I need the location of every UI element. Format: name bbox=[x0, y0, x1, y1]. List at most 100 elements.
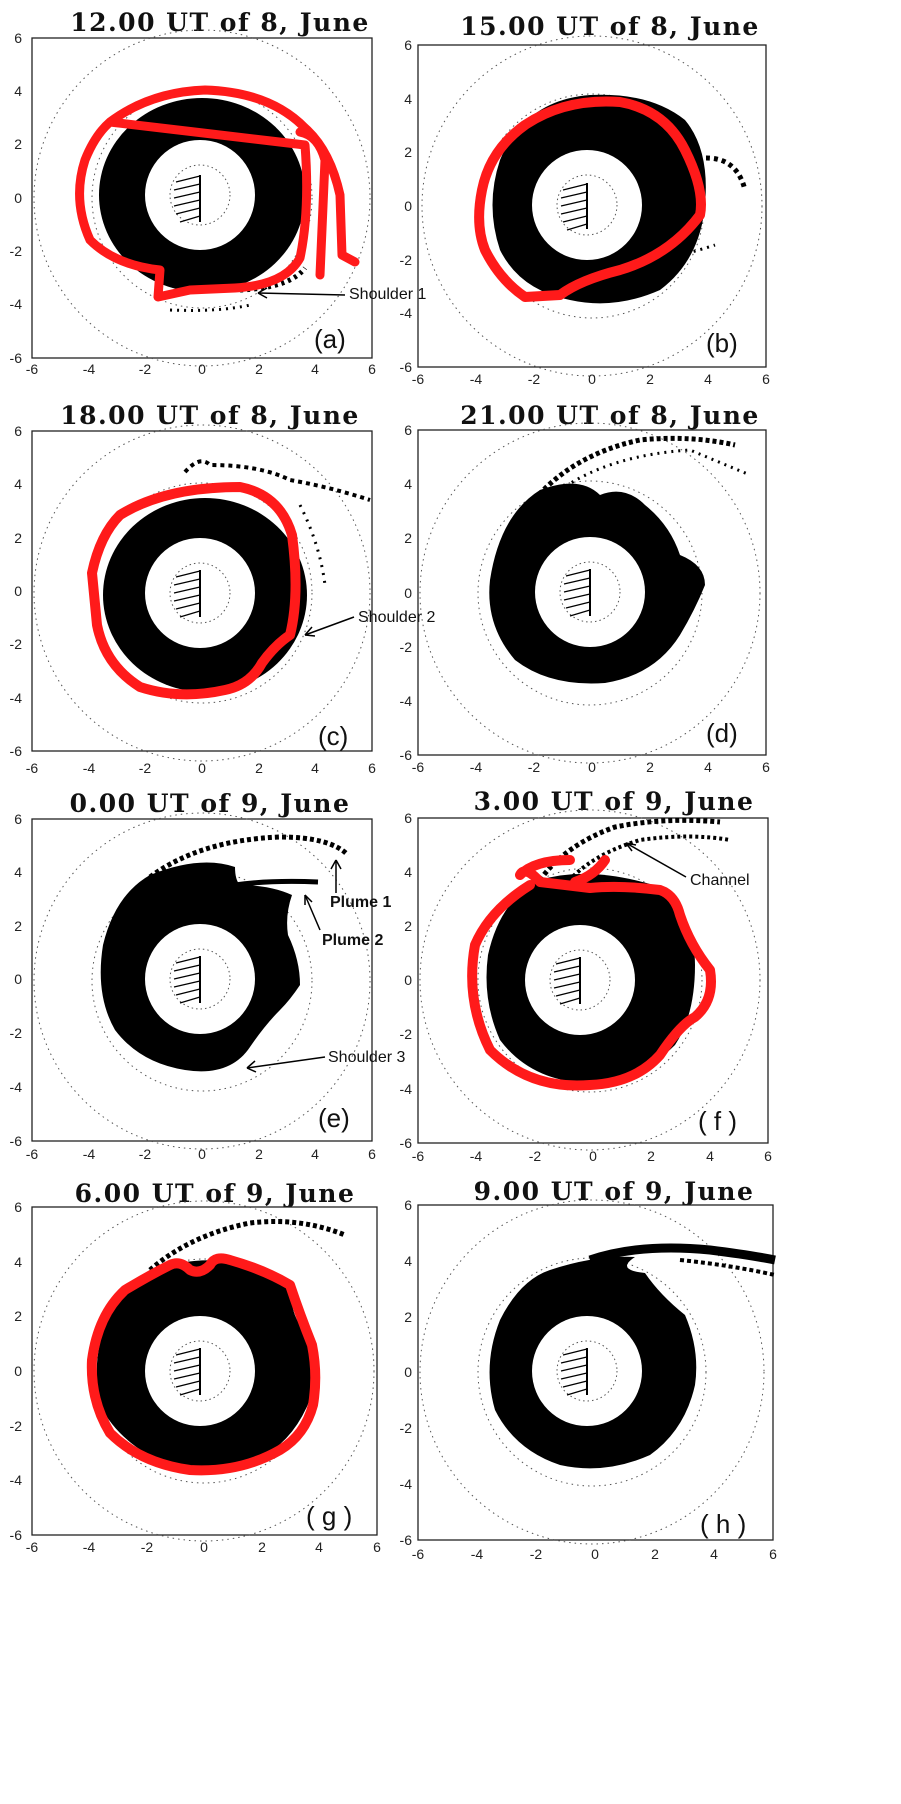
panel-b-plot: -6 -4 -2 0 2 4 6 -6 -4 -2 0 2 4 6 (b) bbox=[400, 35, 770, 387]
svg-text:-6: -6 bbox=[26, 1539, 39, 1555]
shoulder-1-annotation: Shoulder 1 bbox=[257, 286, 426, 303]
svg-text:2: 2 bbox=[647, 1148, 655, 1164]
x-tick-labels: -6 -4 -2 0 2 4 6 bbox=[412, 759, 770, 775]
svg-text:2: 2 bbox=[255, 361, 263, 377]
svg-text:0: 0 bbox=[198, 361, 206, 377]
inner-dotted-ring bbox=[477, 1257, 707, 1487]
svg-text:-6: -6 bbox=[400, 1135, 413, 1151]
svg-text:-6: -6 bbox=[10, 1527, 23, 1543]
earth-hatch-icon bbox=[560, 183, 588, 231]
svg-text:6: 6 bbox=[769, 1546, 777, 1562]
svg-text:-4: -4 bbox=[10, 296, 23, 312]
svg-text:2: 2 bbox=[14, 530, 22, 546]
svg-text:-6: -6 bbox=[10, 350, 23, 366]
svg-text:4: 4 bbox=[404, 91, 412, 107]
panel-e: 0.00 UT of 9, June -6 -4 -2 0 2 4 6 -6 -… bbox=[0, 785, 450, 1180]
svg-text:4: 4 bbox=[14, 1254, 22, 1270]
svg-text:6: 6 bbox=[368, 760, 376, 776]
svg-text:-6: -6 bbox=[10, 1133, 23, 1149]
earth-dotted bbox=[169, 948, 231, 1010]
plume-tail bbox=[183, 459, 371, 502]
y-tick-labels: -6 -4 -2 0 2 4 6 bbox=[400, 37, 413, 375]
svg-text:0: 0 bbox=[404, 198, 412, 214]
axes-frame bbox=[31, 818, 373, 1142]
svg-text:-2: -2 bbox=[141, 1539, 154, 1555]
y-tick-labels: -6 -4 -2 0 2 4 6 bbox=[400, 422, 413, 763]
axes-frame bbox=[417, 1204, 774, 1541]
svg-text:0: 0 bbox=[589, 1148, 597, 1164]
svg-text:2: 2 bbox=[404, 530, 412, 546]
earth-dotted bbox=[556, 1340, 618, 1402]
svg-text:0: 0 bbox=[404, 1364, 412, 1380]
svg-text:6: 6 bbox=[14, 1199, 22, 1215]
svg-text:-4: -4 bbox=[470, 759, 483, 775]
svg-text:-2: -2 bbox=[10, 636, 23, 652]
earth-dotted bbox=[559, 561, 621, 623]
svg-text:-2: -2 bbox=[400, 1026, 413, 1042]
svg-text:-6: -6 bbox=[412, 1148, 425, 1164]
svg-text:-4: -4 bbox=[83, 1539, 96, 1555]
y-tick-labels: -6 -4 -2 0 2 4 6 bbox=[400, 810, 413, 1151]
svg-text:-6: -6 bbox=[26, 1146, 39, 1162]
svg-text:6: 6 bbox=[14, 30, 22, 46]
svg-text:-2: -2 bbox=[528, 759, 541, 775]
panel-f-plot: -6 -4 -2 0 2 4 6 -6 -4 -2 0 2 4 6 ( f ) … bbox=[400, 809, 772, 1164]
y-tick-labels: -6 -4 -2 0 2 4 6 bbox=[10, 30, 23, 366]
svg-text:Channel: Channel bbox=[690, 872, 750, 889]
svg-text:6: 6 bbox=[404, 1197, 412, 1213]
earth-hatch-icon bbox=[173, 570, 201, 618]
svg-text:-4: -4 bbox=[400, 693, 413, 709]
axes-frame bbox=[31, 1206, 378, 1536]
earth-hatch-icon bbox=[173, 175, 201, 223]
svg-text:4: 4 bbox=[311, 361, 319, 377]
svg-text:6: 6 bbox=[14, 811, 22, 827]
svg-text:0: 0 bbox=[588, 371, 596, 387]
shoulder-tail bbox=[169, 303, 251, 312]
svg-text:4: 4 bbox=[14, 864, 22, 880]
earth-dotted bbox=[169, 164, 231, 226]
svg-text:2: 2 bbox=[646, 759, 654, 775]
plume-tail bbox=[689, 155, 748, 191]
svg-text:-2: -2 bbox=[528, 371, 541, 387]
plume-1-trace bbox=[148, 834, 350, 880]
svg-text:-2: -2 bbox=[400, 252, 413, 268]
y-tick-labels: -6 -4 -2 0 2 4 6 bbox=[10, 1199, 23, 1543]
svg-text:-4: -4 bbox=[400, 1081, 413, 1097]
panel-a-plot: -6 -4 -2 0 2 4 6 -6 -4 -2 0 2 4 6 (a) Sh… bbox=[10, 29, 426, 377]
earth-hatch-icon bbox=[563, 569, 591, 617]
panel-h-plot: -6 -4 -2 0 2 4 6 -6 -4 -2 0 2 4 6 ( h ) bbox=[400, 1197, 778, 1562]
x-tick-labels: -6 -4 -2 0 2 4 6 bbox=[412, 1148, 772, 1164]
inner-dotted-ring bbox=[91, 482, 313, 704]
svg-text:-6: -6 bbox=[412, 371, 425, 387]
inner-dotted-ring bbox=[477, 867, 703, 1093]
svg-text:4: 4 bbox=[14, 83, 22, 99]
outer-dotted-ring bbox=[33, 424, 371, 762]
plume-2-annotation: Plume 2 bbox=[304, 894, 383, 949]
channel-trace bbox=[537, 817, 721, 882]
svg-text:-4: -4 bbox=[10, 1472, 23, 1488]
panel-b: 15.00 UT of 8, June -6 -4 -2 0 2 4 6 -6 … bbox=[390, 0, 830, 395]
x-tick-labels: -6 -4 -2 0 2 4 6 bbox=[26, 361, 376, 377]
red-boundary-trace bbox=[87, 482, 301, 700]
plume-tail-2 bbox=[559, 448, 751, 492]
y-tick-labels: -6 -4 -2 0 2 4 6 bbox=[10, 423, 23, 759]
svg-text:-2: -2 bbox=[139, 361, 152, 377]
red-boundary-trace bbox=[474, 96, 706, 302]
panel-c-label: (c) bbox=[318, 721, 348, 751]
panel-g-plot: -6 -4 -2 0 2 4 6 -6 -4 -2 0 2 4 6 ( g ) bbox=[10, 1199, 382, 1555]
svg-text:-4: -4 bbox=[400, 305, 413, 321]
earth-hatch-icon bbox=[173, 956, 201, 1004]
svg-text:4: 4 bbox=[710, 1546, 718, 1562]
svg-text:2: 2 bbox=[255, 1146, 263, 1162]
svg-text:-2: -2 bbox=[10, 243, 23, 259]
svg-text:Shoulder 1: Shoulder 1 bbox=[349, 286, 426, 303]
outer-dotted-ring bbox=[33, 1200, 375, 1542]
svg-text:2: 2 bbox=[651, 1546, 659, 1562]
svg-text:2: 2 bbox=[258, 1539, 266, 1555]
earth-hatch-icon bbox=[173, 1348, 201, 1396]
svg-text:-4: -4 bbox=[10, 690, 23, 706]
svg-text:4: 4 bbox=[404, 476, 412, 492]
panel-b-title: 15.00 UT of 8, June bbox=[460, 12, 760, 41]
svg-text:4: 4 bbox=[14, 476, 22, 492]
x-tick-labels: -6 -4 -2 0 2 4 6 bbox=[412, 371, 770, 387]
